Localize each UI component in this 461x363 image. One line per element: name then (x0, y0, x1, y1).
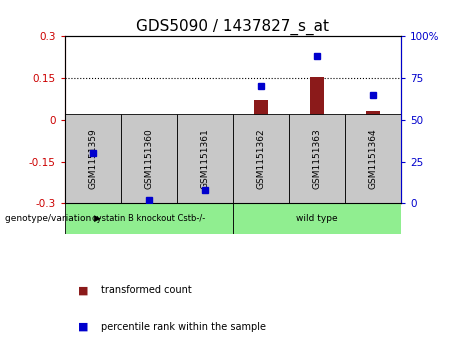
Bar (233, 114, 289, 203)
Bar (86, 120, 100, 128)
Bar (254, 100, 268, 120)
Text: cystatin B knockout Cstb-/-: cystatin B knockout Cstb-/- (92, 214, 205, 223)
Bar (65, 114, 121, 203)
Text: ■: ■ (78, 322, 89, 332)
Bar (177, 114, 233, 203)
Bar (121, 114, 177, 203)
Text: GSM1151359: GSM1151359 (88, 129, 97, 189)
Text: GSM1151362: GSM1151362 (256, 129, 266, 189)
Text: wild type: wild type (296, 214, 338, 223)
Bar (65, 203, 233, 234)
Bar (366, 111, 380, 120)
Text: percentile rank within the sample: percentile rank within the sample (101, 322, 266, 332)
Text: genotype/variation ▶: genotype/variation ▶ (5, 214, 100, 223)
Text: GSM1151360: GSM1151360 (144, 129, 153, 189)
Text: GSM1151363: GSM1151363 (313, 129, 321, 189)
Bar (198, 120, 212, 168)
Text: transformed count: transformed count (101, 285, 192, 295)
Bar (310, 77, 324, 120)
Text: GSM1151361: GSM1151361 (200, 129, 209, 189)
Text: GSM1151364: GSM1151364 (368, 129, 378, 189)
Title: GDS5090 / 1437827_s_at: GDS5090 / 1437827_s_at (136, 19, 329, 35)
Bar (289, 114, 345, 203)
Bar (142, 120, 156, 188)
Text: ■: ■ (78, 285, 89, 295)
Bar (233, 203, 401, 234)
Bar (345, 114, 401, 203)
